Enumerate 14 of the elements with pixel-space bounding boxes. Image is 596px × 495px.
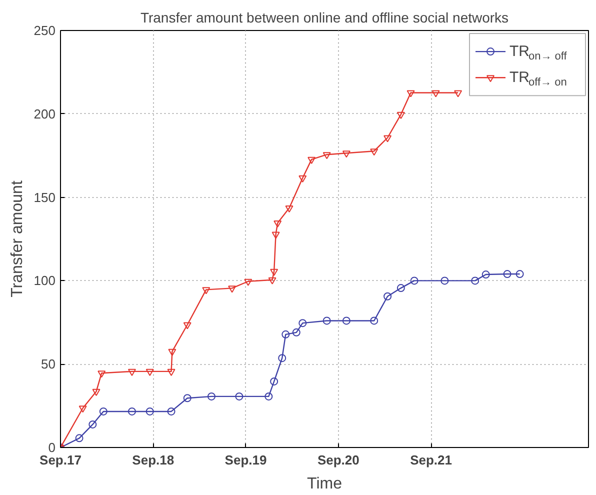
x-tick-label: Sep.21 (410, 452, 452, 468)
x-tick-label: Sep.18 (132, 452, 174, 468)
y-tick-label: 100 (34, 273, 56, 288)
y-tick-label: 200 (34, 106, 56, 122)
y-tick-label: 250 (34, 23, 56, 38)
y-tick-label: 50 (41, 356, 56, 372)
y-tick-label: 150 (34, 190, 56, 205)
chart-title: Transfer amount between online and offline social networks (140, 10, 509, 26)
x-tick-label: Sep.20 (317, 452, 360, 468)
y-tick-label: 0 (48, 440, 56, 455)
x-tick-label: Sep.17 (40, 452, 82, 468)
y-axis-title: Transfer amount (8, 180, 26, 298)
x-tick-label: Sep.19 (224, 452, 267, 468)
x-axis-title: Time (307, 476, 342, 492)
